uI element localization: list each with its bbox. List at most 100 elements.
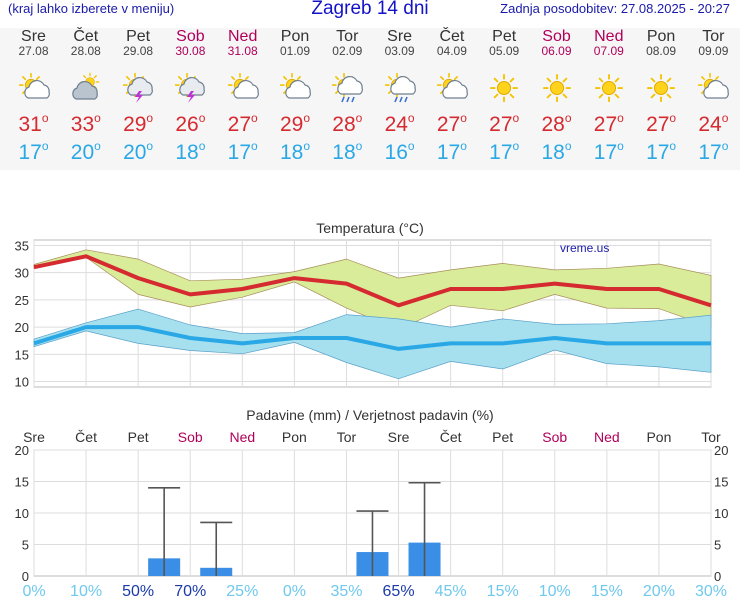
sun-icon [541, 72, 573, 104]
temperature-chart-title: Temperatura (°C) [316, 220, 424, 236]
min-temp-line [33, 325, 711, 351]
forecast-strip: Sre 27.08 31o 17o Čet 28.08 33o 20o Pet 29.08 29o 2… [0, 28, 740, 170]
day-name: Čet [73, 28, 99, 45]
day-axis-label: Čet [75, 429, 97, 445]
day-column: Sre 03.09 24o 16o [374, 28, 426, 164]
max-temp: 31o [18, 111, 49, 136]
precipitation-probability: 10% [70, 583, 102, 600]
day-column: Ned 31.08 27o 17o [217, 28, 269, 164]
day-axis-label: Pon [646, 429, 671, 445]
day-column: Čet 04.09 27o 17o [426, 28, 478, 164]
day-name: Ned [594, 28, 624, 45]
y-tick-label-right: 15 [714, 475, 728, 490]
day-name: Tor [336, 28, 359, 45]
day-date: 03.09 [384, 44, 415, 58]
day-date: 05.09 [489, 44, 520, 58]
max-temp: 29o [279, 111, 311, 136]
y-tick-label-right: 0 [714, 569, 721, 584]
y-tick-label: 20 [15, 320, 29, 335]
day-axis-label: Sob [542, 429, 567, 445]
min-temp: 17o [436, 139, 467, 164]
y-tick-label-left: 20 [15, 443, 29, 458]
min-temp: 20o [123, 139, 154, 164]
y-tick-label-right: 10 [714, 506, 728, 521]
precipitation-probability: 25% [226, 583, 258, 600]
precipitation-probability: 30% [695, 583, 727, 600]
y-tick-label-left: 5 [22, 538, 29, 553]
y-tick-label: 35 [15, 238, 29, 253]
precipitation-probability: 45% [435, 583, 467, 600]
day-name: Sob [176, 28, 205, 45]
max-temp: 27o [436, 111, 467, 136]
day-column: Tor 09.09 24o 17o [687, 28, 739, 164]
max-temp: 28o [332, 111, 363, 136]
thunderstorm-sun-icon [122, 72, 154, 104]
sun-icon [488, 72, 520, 104]
partly-cloudy-sun-icon [279, 72, 311, 104]
partly-cloudy-sun-icon [227, 72, 259, 104]
day-name: Pon [280, 28, 310, 45]
partly-cloudy-sun-icon [697, 72, 730, 104]
sun-icon [593, 72, 625, 104]
day-date: 28.08 [70, 44, 101, 58]
max-temp: 26o [175, 111, 206, 136]
day-column: Pon 08.09 27o 17o [635, 28, 687, 164]
min-temp: 17o [489, 139, 520, 164]
precipitation-probability: 50% [122, 583, 154, 600]
region-hint: (kraj lahko izberete v meniju) [8, 1, 175, 16]
y-tick-label-left: 10 [15, 506, 29, 521]
day-axis-label: Ned [229, 429, 255, 445]
max-temp: 27o [646, 111, 677, 136]
day-column: Pet 05.09 27o 17o [478, 28, 530, 164]
day-name: Tor [702, 28, 725, 45]
day-name: Čet [439, 28, 465, 45]
precipitation-chart: Padavine (mm) / Verjetnost padavin (%) Sr… [15, 407, 729, 600]
precipitation-probability: 65% [383, 583, 415, 600]
precipitation-probability: 0% [283, 583, 306, 600]
day-axis-label: Tor [337, 429, 357, 445]
max-temp: 24o [384, 111, 415, 136]
charts: Temperatura (°C) 10 15 20 25 30 35 vreme.us Pad… [15, 220, 729, 600]
day-name: Sob [542, 28, 571, 45]
y-tick-label-right: 5 [714, 538, 721, 553]
day-axis-label: Tor [701, 429, 721, 445]
day-axis-label: Sre [23, 429, 45, 445]
min-temp: 18o [175, 139, 206, 164]
day-name: Pet [492, 28, 517, 45]
day-column: Sre 27.08 31o 17o [8, 28, 60, 164]
day-date: 29.08 [123, 44, 154, 58]
day-column: Sob 30.08 26o 18o [164, 28, 216, 164]
y-tick-label-left: 0 [22, 569, 29, 584]
precipitation-probability: 15% [591, 583, 623, 600]
day-date: 30.08 [175, 44, 206, 58]
page-title: Zagreb 14 dni [311, 0, 429, 19]
max-temp: 27o [489, 111, 520, 136]
day-column: Pon 01.09 29o 18o [269, 28, 321, 164]
thunderstorm-sun-icon [174, 72, 206, 104]
precipitation-probability: 15% [487, 583, 519, 600]
precipitation-probability: 70% [174, 583, 206, 600]
min-temp: 18o [279, 139, 311, 164]
precipitation-probability: 35% [330, 583, 362, 600]
day-date: 06.09 [541, 44, 572, 58]
day-column: Čet 28.08 33o 20o [60, 28, 112, 164]
y-tick-label-left: 15 [15, 475, 29, 490]
max-temp: 27o [593, 111, 624, 136]
partly-cloudy-sun-icon [18, 72, 50, 104]
precipitation-chart-title: Padavine (mm) / Verjetnost padavin (%) [246, 407, 493, 423]
rain-cloud-sun-icon [384, 72, 416, 104]
temperature-chart: Temperatura (°C) 10 15 20 25 30 35 vreme.us [15, 220, 712, 390]
day-date: 27.08 [18, 44, 49, 58]
min-temp: 17o [698, 139, 729, 164]
min-temp: 17o [18, 139, 49, 164]
min-temp: 16o [384, 139, 415, 164]
day-axis-label: Čet [440, 429, 462, 445]
y-tick-label: 10 [15, 375, 29, 390]
day-axis-label: Pet [128, 429, 149, 445]
min-temp: 17o [593, 139, 624, 164]
day-date: 08.09 [646, 44, 677, 58]
day-column: Sob 06.09 28o 18o [531, 28, 583, 164]
min-temp: 17o [227, 139, 258, 164]
day-axis-label: Pon [282, 429, 307, 445]
day-column: Ned 07.09 27o 17o [583, 28, 635, 164]
